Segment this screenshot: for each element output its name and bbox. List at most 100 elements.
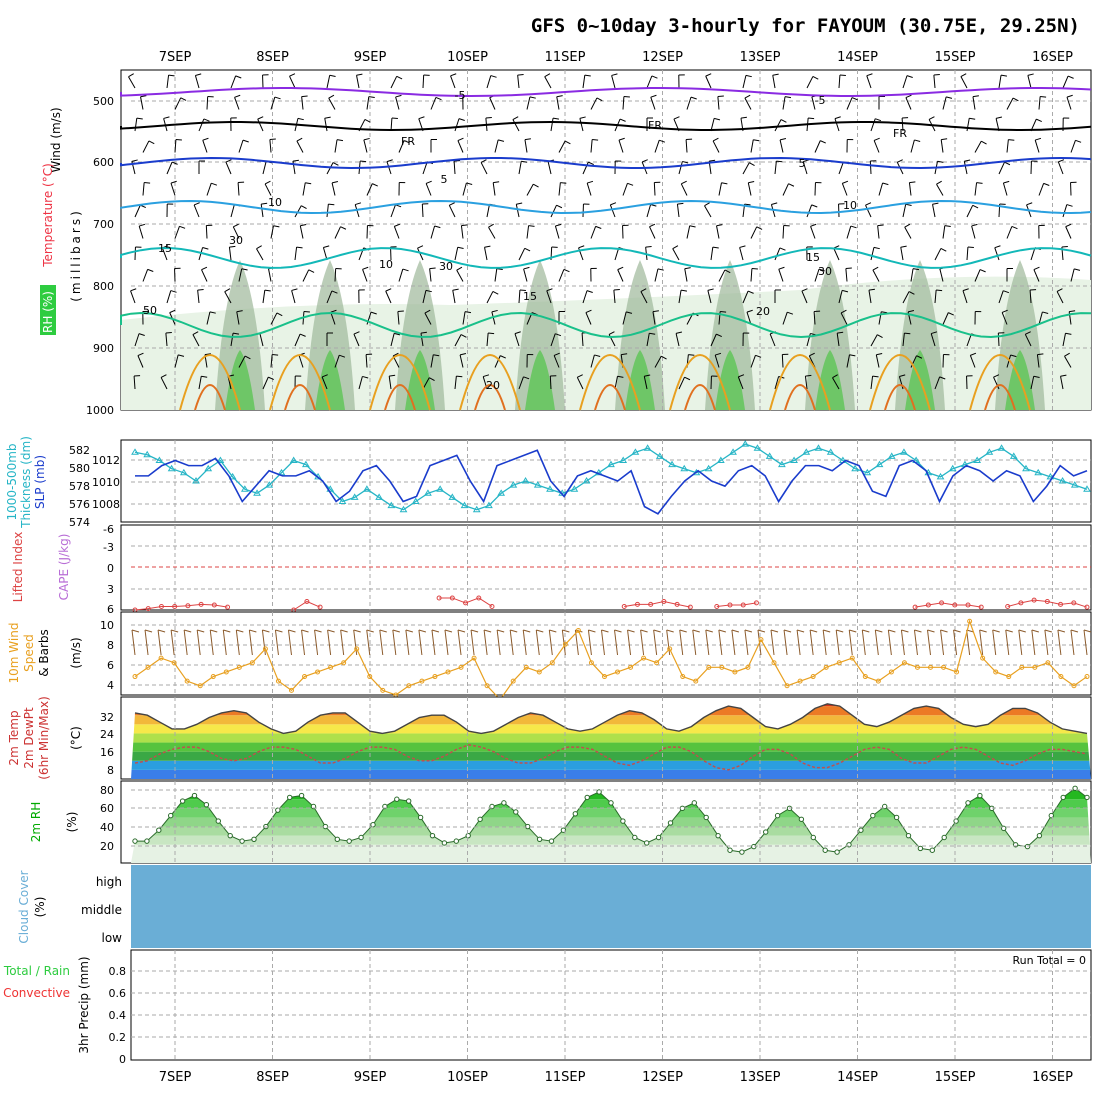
wind10m-barb-flag xyxy=(992,629,1000,633)
wind-barb-flag xyxy=(514,331,521,335)
rh-marker xyxy=(905,832,912,839)
wind-barb-flag xyxy=(626,311,633,314)
temperature-axis-label: Temperature (°C) xyxy=(41,163,55,268)
wind-barb-flag xyxy=(484,245,491,248)
wind-barb-shaft xyxy=(289,76,296,89)
wind10m-barb xyxy=(640,629,645,656)
wind10m-barb-flag xyxy=(210,629,218,633)
wind-barb-shaft xyxy=(1006,354,1012,368)
wind-barb-flag xyxy=(818,268,825,272)
li-ytick--3: -3 xyxy=(103,541,114,554)
wind-barb-flag xyxy=(941,138,948,141)
wind-barb-flag xyxy=(244,355,251,360)
rh-marker xyxy=(1024,843,1031,850)
wind10m-panel: 10 8 6 4 10m Wind Speed & Barbs (m/s) xyxy=(7,611,1092,703)
wind-barb-shaft xyxy=(585,312,592,325)
wind-barb-flag xyxy=(512,116,519,120)
wind-barb-flag xyxy=(716,224,723,227)
wind-barb-shaft xyxy=(134,118,138,132)
wind-barb-flag xyxy=(1060,374,1067,377)
wind-barb-flag xyxy=(744,203,751,206)
wind-barb-shaft xyxy=(747,182,752,196)
wind-barb-shaft xyxy=(456,269,464,282)
wind-barb-shaft xyxy=(301,96,304,110)
wind-barb-flag xyxy=(1042,311,1049,314)
wind10m-barb xyxy=(692,629,697,656)
contour-label-p15-10: 15 xyxy=(523,290,537,303)
wind-barb-shaft xyxy=(262,161,267,175)
contour-label-p5-5: 5 xyxy=(441,173,448,186)
wind-barb-flag xyxy=(225,159,232,163)
wind-barb-flag xyxy=(1058,159,1065,163)
wind-barb-shaft xyxy=(646,333,650,347)
wind-barb-flag xyxy=(842,180,849,184)
wind10m-barb-flag xyxy=(823,629,831,633)
wind-barb-flag xyxy=(450,73,457,77)
wind10m-barb-flag xyxy=(288,629,296,633)
wind10m-barb xyxy=(822,629,827,656)
rh-marker xyxy=(548,838,555,844)
wind-barb-flag xyxy=(805,374,812,377)
wind-barb-flag xyxy=(714,117,721,121)
rh-marker xyxy=(536,836,543,843)
li-line xyxy=(1007,599,1088,608)
wind10m-marker xyxy=(967,618,973,624)
upper-ytick-700: 700 xyxy=(93,218,114,231)
rh-marker xyxy=(453,838,459,844)
thickness-marker xyxy=(521,477,530,484)
thickness-marker xyxy=(533,481,542,488)
wind10m-marker xyxy=(588,660,594,666)
wind-barb-shaft xyxy=(270,312,278,325)
wind10m-label-2: Speed xyxy=(22,634,36,672)
wind-barb-flag xyxy=(649,332,656,335)
top-date-labels: 7SEP 8SEP 9SEP 10SEP 11SEP 12SEP 13SEP 14SEP 15S… xyxy=(159,50,1073,65)
wind10m-marker xyxy=(771,660,777,666)
wind-barb-flag xyxy=(1074,268,1081,271)
wind-barb-flag xyxy=(1069,310,1076,313)
rh-marker xyxy=(144,838,150,844)
thickness-marker xyxy=(216,456,225,463)
contour-label-rh50-18: 50 xyxy=(143,304,157,317)
wind-barb-shaft xyxy=(331,182,336,196)
wind-barb-shaft xyxy=(480,162,488,175)
pressure-axis-label: (millibars) xyxy=(69,208,83,302)
wind10m-marker xyxy=(223,669,229,675)
wind-barb-flag xyxy=(276,312,283,317)
wind-barb-flag xyxy=(269,138,276,141)
wind-barb-flag xyxy=(707,288,714,291)
temp-ytick-32: 32 xyxy=(100,711,114,724)
thickness-marker xyxy=(546,485,554,492)
wind-barb-shaft xyxy=(779,139,784,153)
wind-barb-flag xyxy=(749,162,755,166)
wind-barb-shaft xyxy=(902,291,910,304)
wind-barb-shaft xyxy=(298,354,304,368)
wind-barb-shaft xyxy=(742,75,747,89)
wind-barb-flag xyxy=(845,267,852,270)
contour-label-p5-6: 5 xyxy=(799,157,806,170)
wind-barb-flag xyxy=(834,116,841,120)
wind10m-marker xyxy=(914,664,920,670)
wind-barb-shaft xyxy=(489,97,496,110)
rh-green-plume-4 xyxy=(625,350,655,410)
wind-barb-shaft xyxy=(142,269,149,282)
wind-barb-flag xyxy=(1064,352,1070,357)
wind-barb-shaft xyxy=(841,183,848,196)
wind-barb-flag xyxy=(787,311,794,315)
wind-barb-flag xyxy=(705,73,712,77)
rh-marker xyxy=(703,814,709,821)
wind-barb-flag xyxy=(995,116,1003,119)
rh-marker xyxy=(632,834,638,841)
isotherm-30-loop-8 xyxy=(984,384,1016,411)
wind-barb-flag xyxy=(257,116,264,120)
wind-barb-flag xyxy=(717,95,724,98)
li-marker xyxy=(304,599,310,604)
thickness-marker xyxy=(765,452,774,459)
bottom-date-15SEP: 15SEP xyxy=(935,1070,976,1085)
wind-barb-shaft xyxy=(430,225,436,239)
wind-barb-flag xyxy=(747,290,754,294)
wind-barb-shaft xyxy=(686,96,692,110)
thickness-marker xyxy=(753,444,762,451)
wind-barb-flag xyxy=(1033,266,1040,270)
rh-ytick-20: 20 xyxy=(100,840,114,853)
wind-barb-flag xyxy=(356,73,363,76)
